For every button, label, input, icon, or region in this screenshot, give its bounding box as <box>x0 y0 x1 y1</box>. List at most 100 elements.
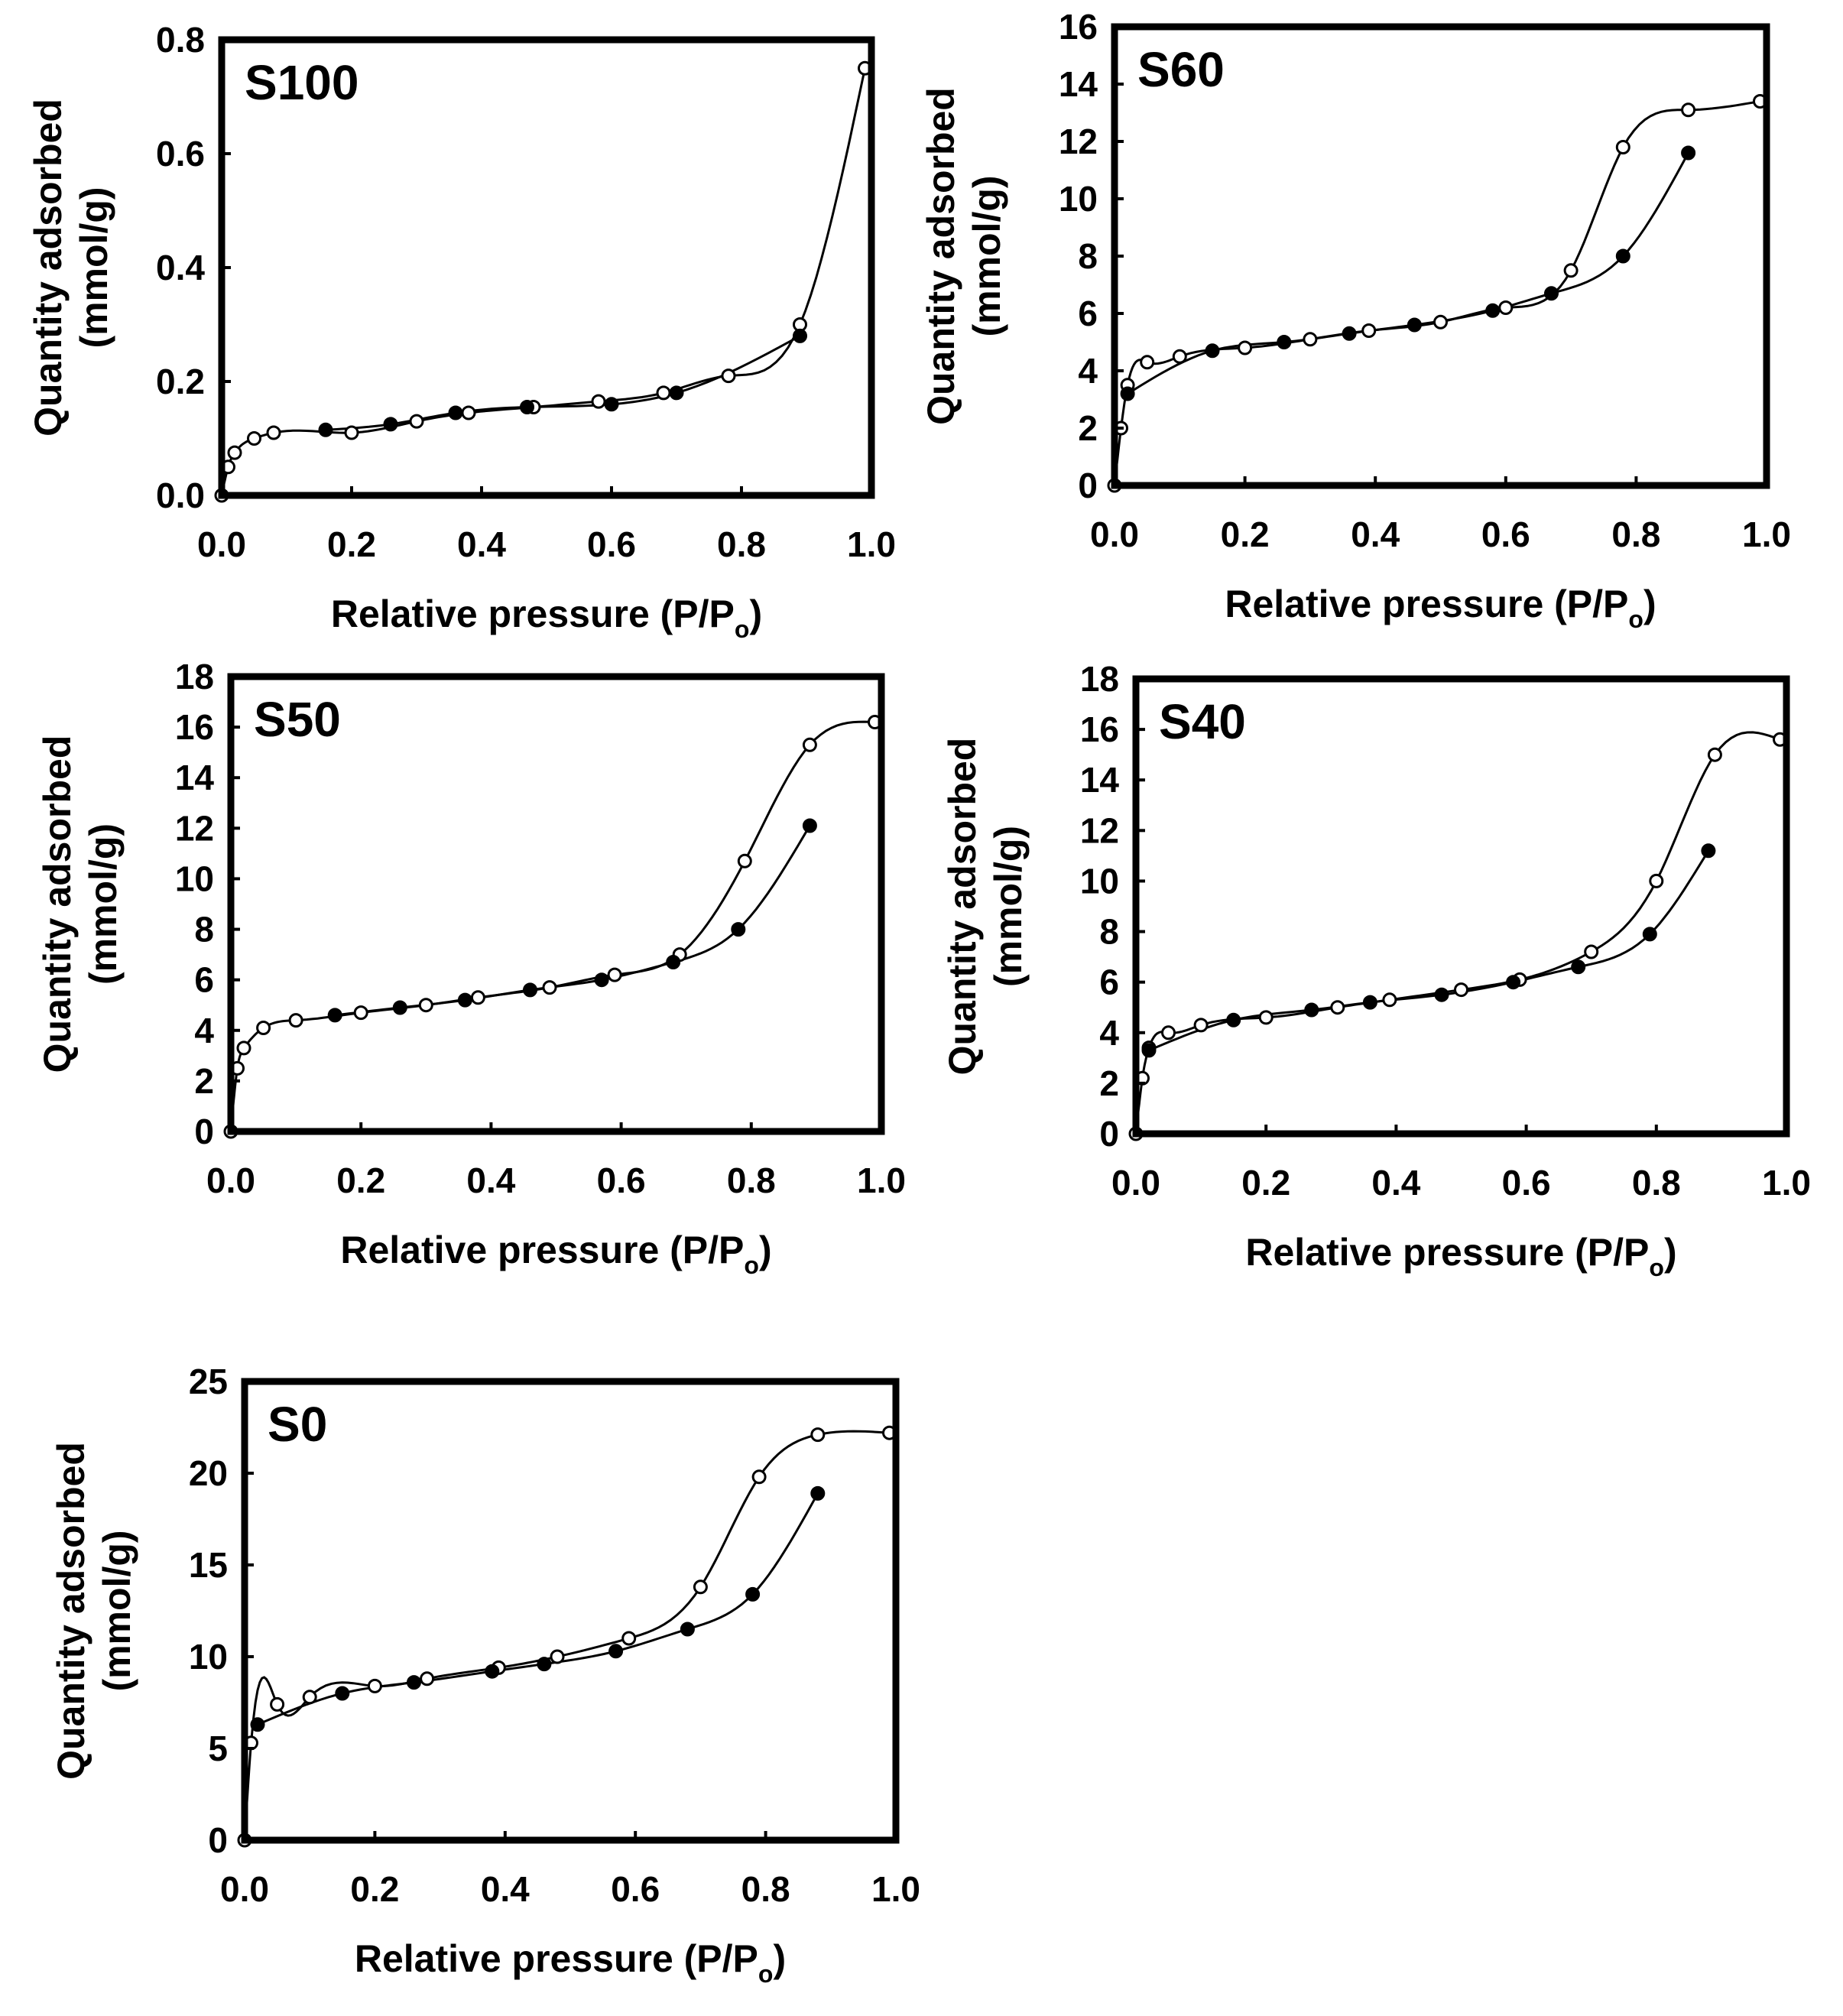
data-point-open <box>1584 944 1599 959</box>
plot-frame <box>227 673 885 1135</box>
data-point-filled <box>407 1675 421 1690</box>
data-point-filled <box>608 1644 624 1659</box>
data-point-filled <box>1571 959 1586 975</box>
data-point-open <box>542 980 557 995</box>
y-tick-label: 4 <box>1099 1013 1119 1053</box>
data-point-filled <box>383 417 398 432</box>
y-tick-label: 10 <box>175 859 214 898</box>
data-point-open <box>591 394 606 409</box>
data-point-filled <box>1506 975 1521 990</box>
data-point-open <box>1161 1025 1176 1040</box>
series-curve-open <box>243 1430 890 1841</box>
data-point-open <box>1258 1010 1274 1025</box>
panel-s50: 0 2 4 6 8 10 12 14 16 18 0.0 0.2 0.4 0.6 0.8 1.0 S50 Rela… <box>36 657 906 1279</box>
data-point-open <box>420 1671 435 1686</box>
y-tick-label: 0 <box>208 1820 228 1860</box>
y-tick-label: 10 <box>189 1637 228 1677</box>
y-tick-label: 14 <box>175 758 215 797</box>
x-tick-label: 0.2 <box>1221 515 1270 554</box>
y-tick-label: 6 <box>1099 963 1119 1002</box>
data-point-open <box>367 1678 382 1693</box>
y-tick-label: 0 <box>1099 1114 1119 1154</box>
data-point-filled <box>1434 987 1449 1002</box>
data-point-filled <box>1304 1002 1319 1018</box>
data-point-filled <box>1544 286 1559 301</box>
x-tick-label: 0.0 <box>197 524 246 564</box>
x-tick-label: 1.0 <box>857 1161 906 1200</box>
series-curve-open <box>1113 100 1760 486</box>
x-tick-label: 0.2 <box>350 1869 399 1909</box>
data-point-filled <box>731 922 746 937</box>
x-tick-label: 0.8 <box>1611 515 1660 554</box>
x-tick-label: 1.0 <box>871 1869 920 1909</box>
data-point-open <box>656 385 671 401</box>
data-point-open <box>1649 873 1664 888</box>
y-tick-label: 6 <box>194 960 214 1000</box>
data-point-open <box>1563 263 1579 278</box>
data-point-filled <box>485 1664 500 1679</box>
y-tick-label: 0.4 <box>156 248 205 287</box>
x-tick-label: 0.4 <box>1371 1163 1420 1203</box>
y-axis-title: Quantity adsorbed <box>50 1442 92 1780</box>
data-point-open <box>1172 349 1187 364</box>
y-axis-units: (mmol/g) <box>96 1530 138 1691</box>
y-axis-title: Quantity adsorbed <box>27 99 70 437</box>
data-point-open <box>270 1696 285 1712</box>
y-axis-units: (mmol/g) <box>82 823 125 985</box>
data-point-open <box>737 853 752 868</box>
x-axis-title: Relative pressure (P/Po) <box>1225 583 1656 633</box>
data-point-open <box>810 1427 826 1443</box>
data-point-open <box>802 737 817 752</box>
data-point-open <box>409 414 424 429</box>
plot-frame <box>241 1378 900 1844</box>
y-axis-units: (mmol/g) <box>73 187 115 348</box>
x-tick-label: 0.2 <box>327 524 376 564</box>
y-tick-label: 8 <box>194 910 214 950</box>
data-point-open <box>1454 982 1468 998</box>
series-curve-open <box>1134 731 1781 1135</box>
y-tick-label: 18 <box>1080 659 1119 699</box>
y-tick-label: 4 <box>1078 351 1098 391</box>
y-tick-label: 2 <box>1078 408 1098 448</box>
x-tick-label: 0.6 <box>1481 515 1530 554</box>
x-tick-label: 1.0 <box>1742 515 1791 554</box>
y-tick-label: 2 <box>1099 1063 1119 1103</box>
data-point-filled <box>810 1485 826 1501</box>
data-point-filled <box>537 1657 552 1672</box>
data-point-open <box>693 1579 708 1595</box>
x-tick-label: 0.8 <box>717 524 766 564</box>
x-tick-label: 0.4 <box>1351 515 1400 554</box>
y-tick-label: 25 <box>189 1362 228 1401</box>
x-tick-label: 0.4 <box>481 1869 530 1909</box>
data-point-filled <box>669 385 684 401</box>
y-tick-label: 18 <box>175 657 214 696</box>
x-tick-label: 0.6 <box>587 524 636 564</box>
data-point-filled <box>1141 1043 1157 1058</box>
y-tick-label: 12 <box>175 808 214 848</box>
data-point-filled <box>520 400 534 414</box>
y-tick-label: 0 <box>1078 466 1098 505</box>
data-point-open <box>1433 314 1448 330</box>
y-axis-title: Quantity adsorbed <box>920 87 962 425</box>
data-point-filled <box>604 397 619 412</box>
data-point-open <box>751 1469 767 1485</box>
data-point-open <box>266 425 281 440</box>
series-curve-filled <box>335 825 811 1017</box>
series-curve-open <box>229 720 875 1132</box>
y-tick-label: 0.0 <box>156 476 205 515</box>
y-tick-label: 8 <box>1099 912 1119 952</box>
y-tick-label: 0.2 <box>156 362 205 401</box>
x-axis-title: Relative pressure (P/Po) <box>331 592 762 643</box>
data-point-filled <box>1615 248 1630 264</box>
y-axis-title: Quantity adsorbed <box>941 738 984 1076</box>
data-point-filled <box>1681 145 1696 161</box>
data-point-open <box>1238 340 1253 355</box>
y-tick-label: 12 <box>1080 810 1119 850</box>
data-point-filled <box>1277 335 1292 349</box>
data-point-filled <box>802 818 817 833</box>
data-point-filled <box>1226 1012 1241 1027</box>
y-tick-label: 15 <box>189 1545 228 1585</box>
data-point-filled <box>680 1622 695 1637</box>
panel-label: S0 <box>268 1397 327 1452</box>
